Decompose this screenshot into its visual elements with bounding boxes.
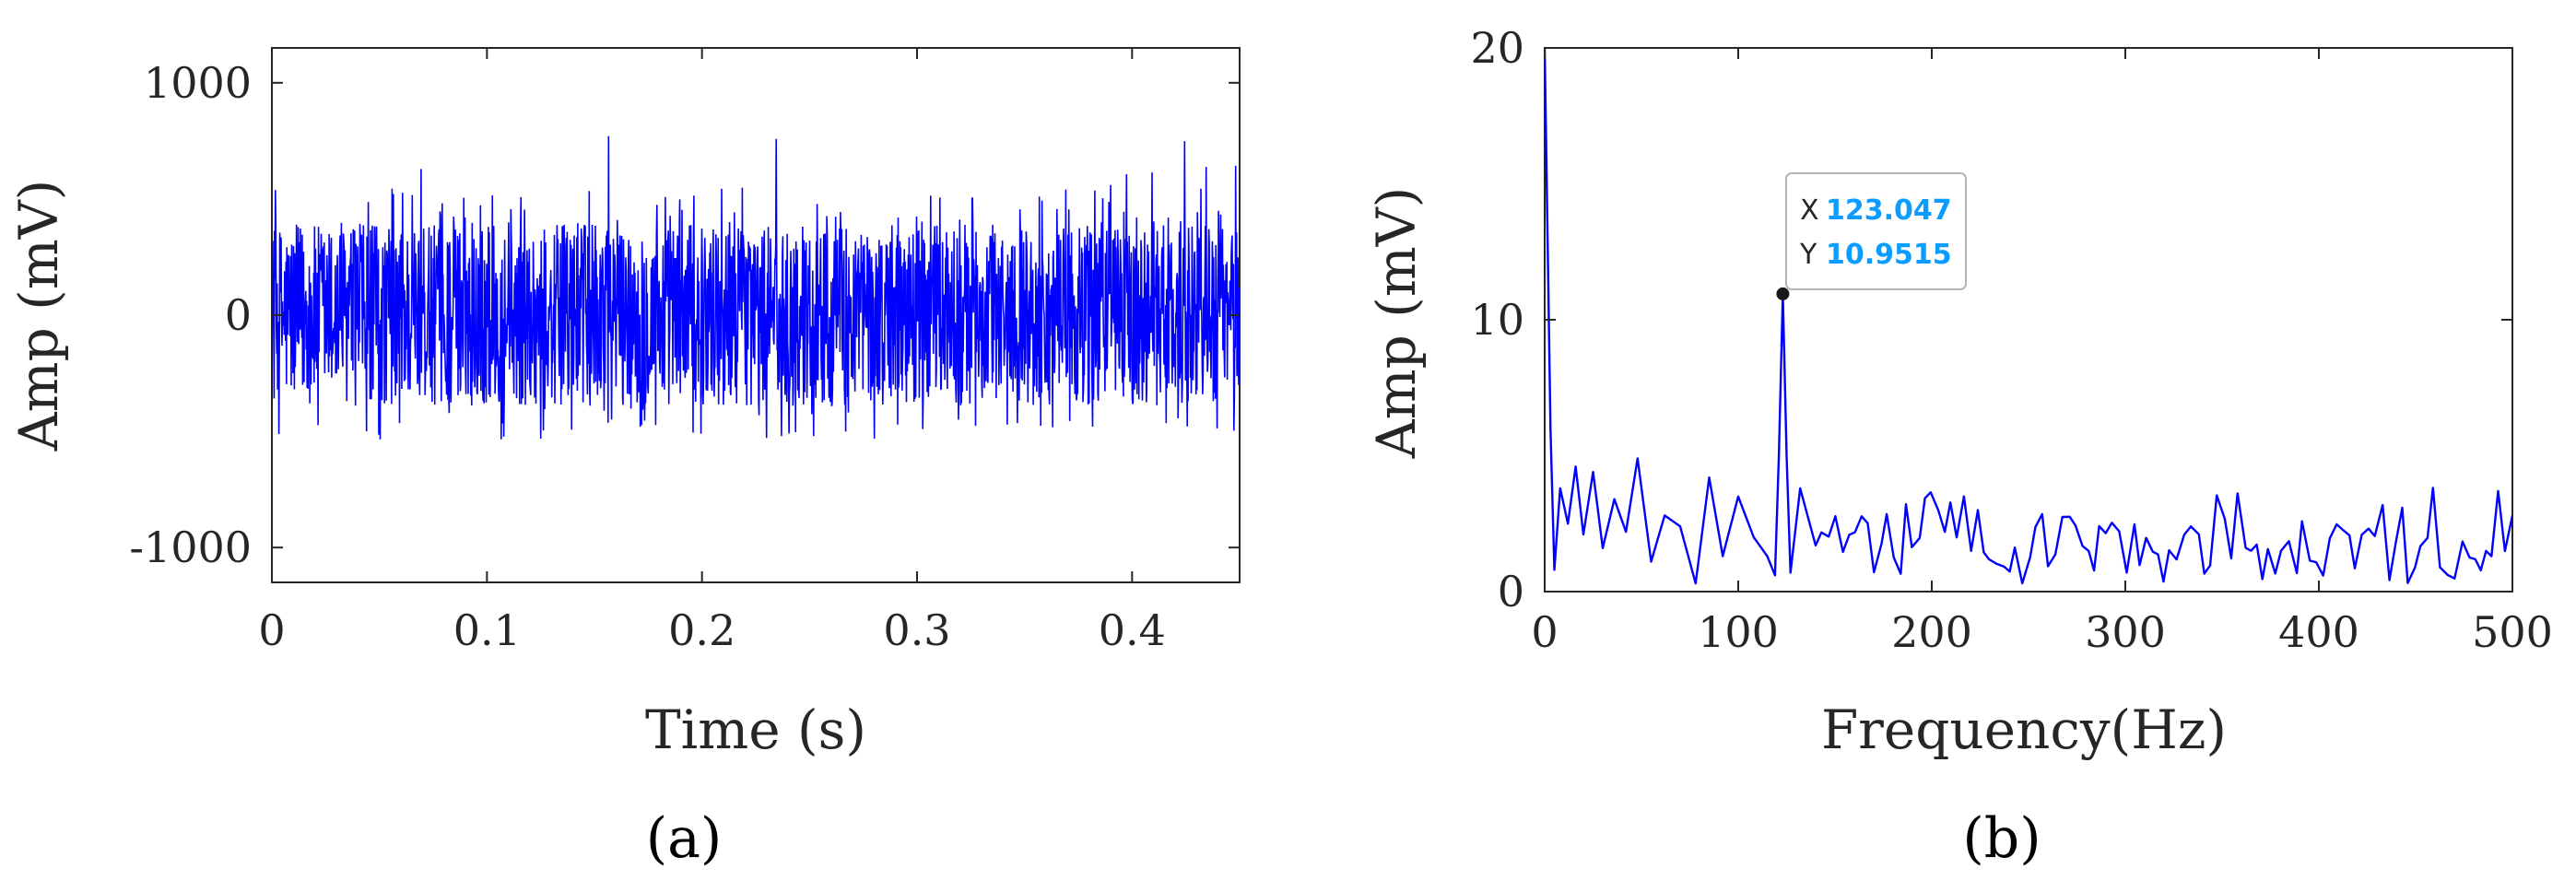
- datatip-box: [1785, 172, 1967, 290]
- chart-a-x-axis-label: Time (s): [645, 698, 866, 761]
- chart-b-series-line: [1545, 48, 2512, 585]
- chart-b: 0 100 200 300 400 500 0 10 20 X 123.047 Y 10.95…: [1365, 23, 2553, 871]
- chart-b-x-tick-label: 400: [2278, 607, 2359, 657]
- datatip-marker: [1776, 287, 1790, 300]
- chart-b-x-ticks: 0 100 200 300 400 500: [1531, 48, 2553, 657]
- chart-a-x-tick-label: 0.1: [453, 605, 521, 655]
- datatip-x-value: 123.047: [1826, 194, 1952, 227]
- datatip-y-label: Y: [1799, 239, 1817, 271]
- chart-b-x-tick-label: 200: [1891, 607, 1972, 657]
- chart-a-y-tick-label: -1000: [129, 522, 252, 572]
- chart-b-x-tick-label: 0: [1531, 607, 1558, 657]
- chart-b-caption: (b): [1962, 806, 2041, 871]
- chart-b-y-ticks: 0 10 20: [1470, 23, 2512, 616]
- chart-a-y-axis-label: Amp (mV): [7, 180, 70, 452]
- chart-b-y-tick-label: 10: [1470, 295, 1524, 345]
- datatip-x-label: X: [1800, 194, 1819, 227]
- chart-b-x-tick-label: 500: [2472, 607, 2553, 657]
- chart-b-y-axis-label: Amp (mV): [1365, 187, 1428, 460]
- datatip-y-value: 10.9515: [1826, 239, 1952, 271]
- chart-b-plot-area: [1544, 47, 2513, 593]
- chart-b-x-tick-label: 300: [2085, 607, 2166, 657]
- chart-a-x-tick-label: 0.2: [668, 605, 735, 655]
- chart-b-x-axis-label: Frequency(Hz): [1821, 698, 2227, 761]
- chart-b-y-tick-label: 20: [1470, 23, 1524, 73]
- chart-a-x-tick-label: 0.3: [883, 605, 950, 655]
- chart-a-x-ticks: 0 0.1 0.2 0.3 0.4: [258, 48, 1166, 655]
- chart-b-y-tick-label: 0: [1498, 567, 1524, 616]
- chart-b-x-tick-label: 100: [1698, 607, 1779, 657]
- chart-a-x-tick-label: 0.4: [1099, 605, 1166, 655]
- chart-a-x-tick-label: 0: [258, 605, 285, 655]
- chart-a-series-line: [272, 135, 1240, 440]
- chart-a-caption: (a): [646, 806, 723, 871]
- chart-a-y-tick-label: 1000: [144, 58, 252, 108]
- chart-a-y-ticks: -1000 0 1000: [129, 58, 1240, 572]
- chart-a-y-tick-label: 0: [225, 290, 252, 340]
- chart-b-datatip[interactable]: X 123.047 Y 10.9515: [1776, 172, 1967, 300]
